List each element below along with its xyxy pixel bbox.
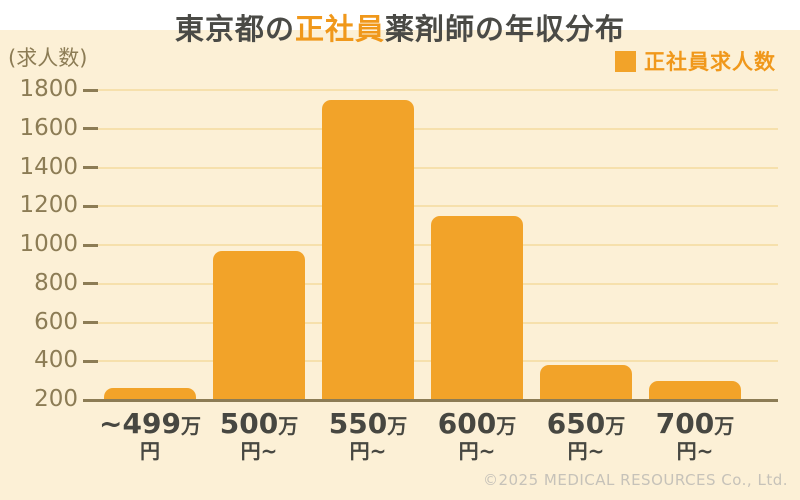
plot-area (83, 88, 778, 402)
y-tick-label: 1800 (19, 76, 78, 102)
title-highlight: 正社員 (294, 12, 385, 46)
gridline (85, 127, 778, 130)
x-tick-label: 700万 円~ (635, 407, 755, 464)
y-tick-icon (83, 243, 98, 247)
y-axis-unit-label: (求人数) (8, 46, 88, 70)
title-prefix: 東京都の (174, 12, 295, 46)
x-label-line2: 円~ (567, 439, 605, 464)
bar-600万円~ (431, 215, 523, 400)
x-label-line2: 円~ (240, 439, 278, 464)
x-label-number: 500 (219, 407, 279, 440)
x-label-number: 650 (546, 407, 606, 440)
y-tick-label: 800 (34, 269, 78, 296)
gridline (85, 205, 778, 208)
x-label-unit: 万 (387, 414, 408, 438)
x-label-number: 550 (328, 407, 388, 440)
y-tick-icon (83, 204, 98, 208)
x-label-unit: 万 (180, 414, 201, 438)
gridline (85, 89, 778, 91)
y-tick-label: 600 (34, 308, 78, 335)
x-label-line2: 円~ (676, 439, 714, 464)
x-label-unit: 万 (605, 414, 626, 438)
y-tick-icon (83, 359, 98, 363)
legend: 正社員求人数 (615, 46, 776, 76)
bar-~499万円 (104, 388, 196, 400)
bar-500万円~ (213, 250, 305, 400)
gridline (85, 166, 778, 169)
x-label-line2: 円~ (458, 439, 496, 464)
x-label-line2: 円~ (349, 439, 387, 464)
y-tick-label: 1400 (19, 153, 78, 180)
page-title: 東京都の正社員薬剤師の年収分布 (0, 6, 800, 48)
y-tick-label: 400 (34, 347, 78, 374)
x-tick-label: 600万 円~ (417, 407, 537, 464)
x-tick-label: 550万 円~ (308, 407, 428, 464)
legend-swatch-icon (615, 50, 636, 72)
x-label-line2: 円 (140, 439, 160, 464)
x-label-number: 700 (655, 407, 715, 440)
bar-650万円~ (540, 365, 632, 400)
bar-550万円~ (322, 99, 414, 400)
x-tick-label: 650万 円~ (526, 407, 646, 464)
copyright-text: ©2025 MEDICAL RESOURCES Co., Ltd. (482, 471, 788, 489)
y-tick-icon (83, 127, 98, 131)
y-tick-label: 1000 (19, 231, 78, 257)
x-axis-line (85, 399, 778, 402)
y-tick-label: 1200 (19, 192, 78, 219)
x-tick-label: 500万 円~ (199, 407, 319, 464)
y-tick-icon (83, 282, 98, 286)
x-label-unit: 万 (278, 414, 299, 438)
x-label-unit: 万 (714, 414, 735, 438)
title-suffix: 薬剤師の年収分布 (385, 12, 626, 46)
x-label-unit: 万 (496, 414, 517, 438)
y-tick-icon (83, 321, 98, 324)
x-label-number: ~499 (99, 407, 181, 440)
bar-700万円~ (649, 380, 741, 400)
y-tick-label: 200 (34, 386, 78, 412)
x-tick-label: ~499万円 (90, 407, 210, 464)
x-label-number: 600 (437, 407, 497, 440)
y-tick-icon (83, 88, 98, 92)
header-band (0, 0, 800, 30)
legend-label: 正社員求人数 (644, 50, 776, 74)
y-tick-label: 1600 (19, 114, 78, 141)
y-tick-icon (83, 166, 98, 169)
